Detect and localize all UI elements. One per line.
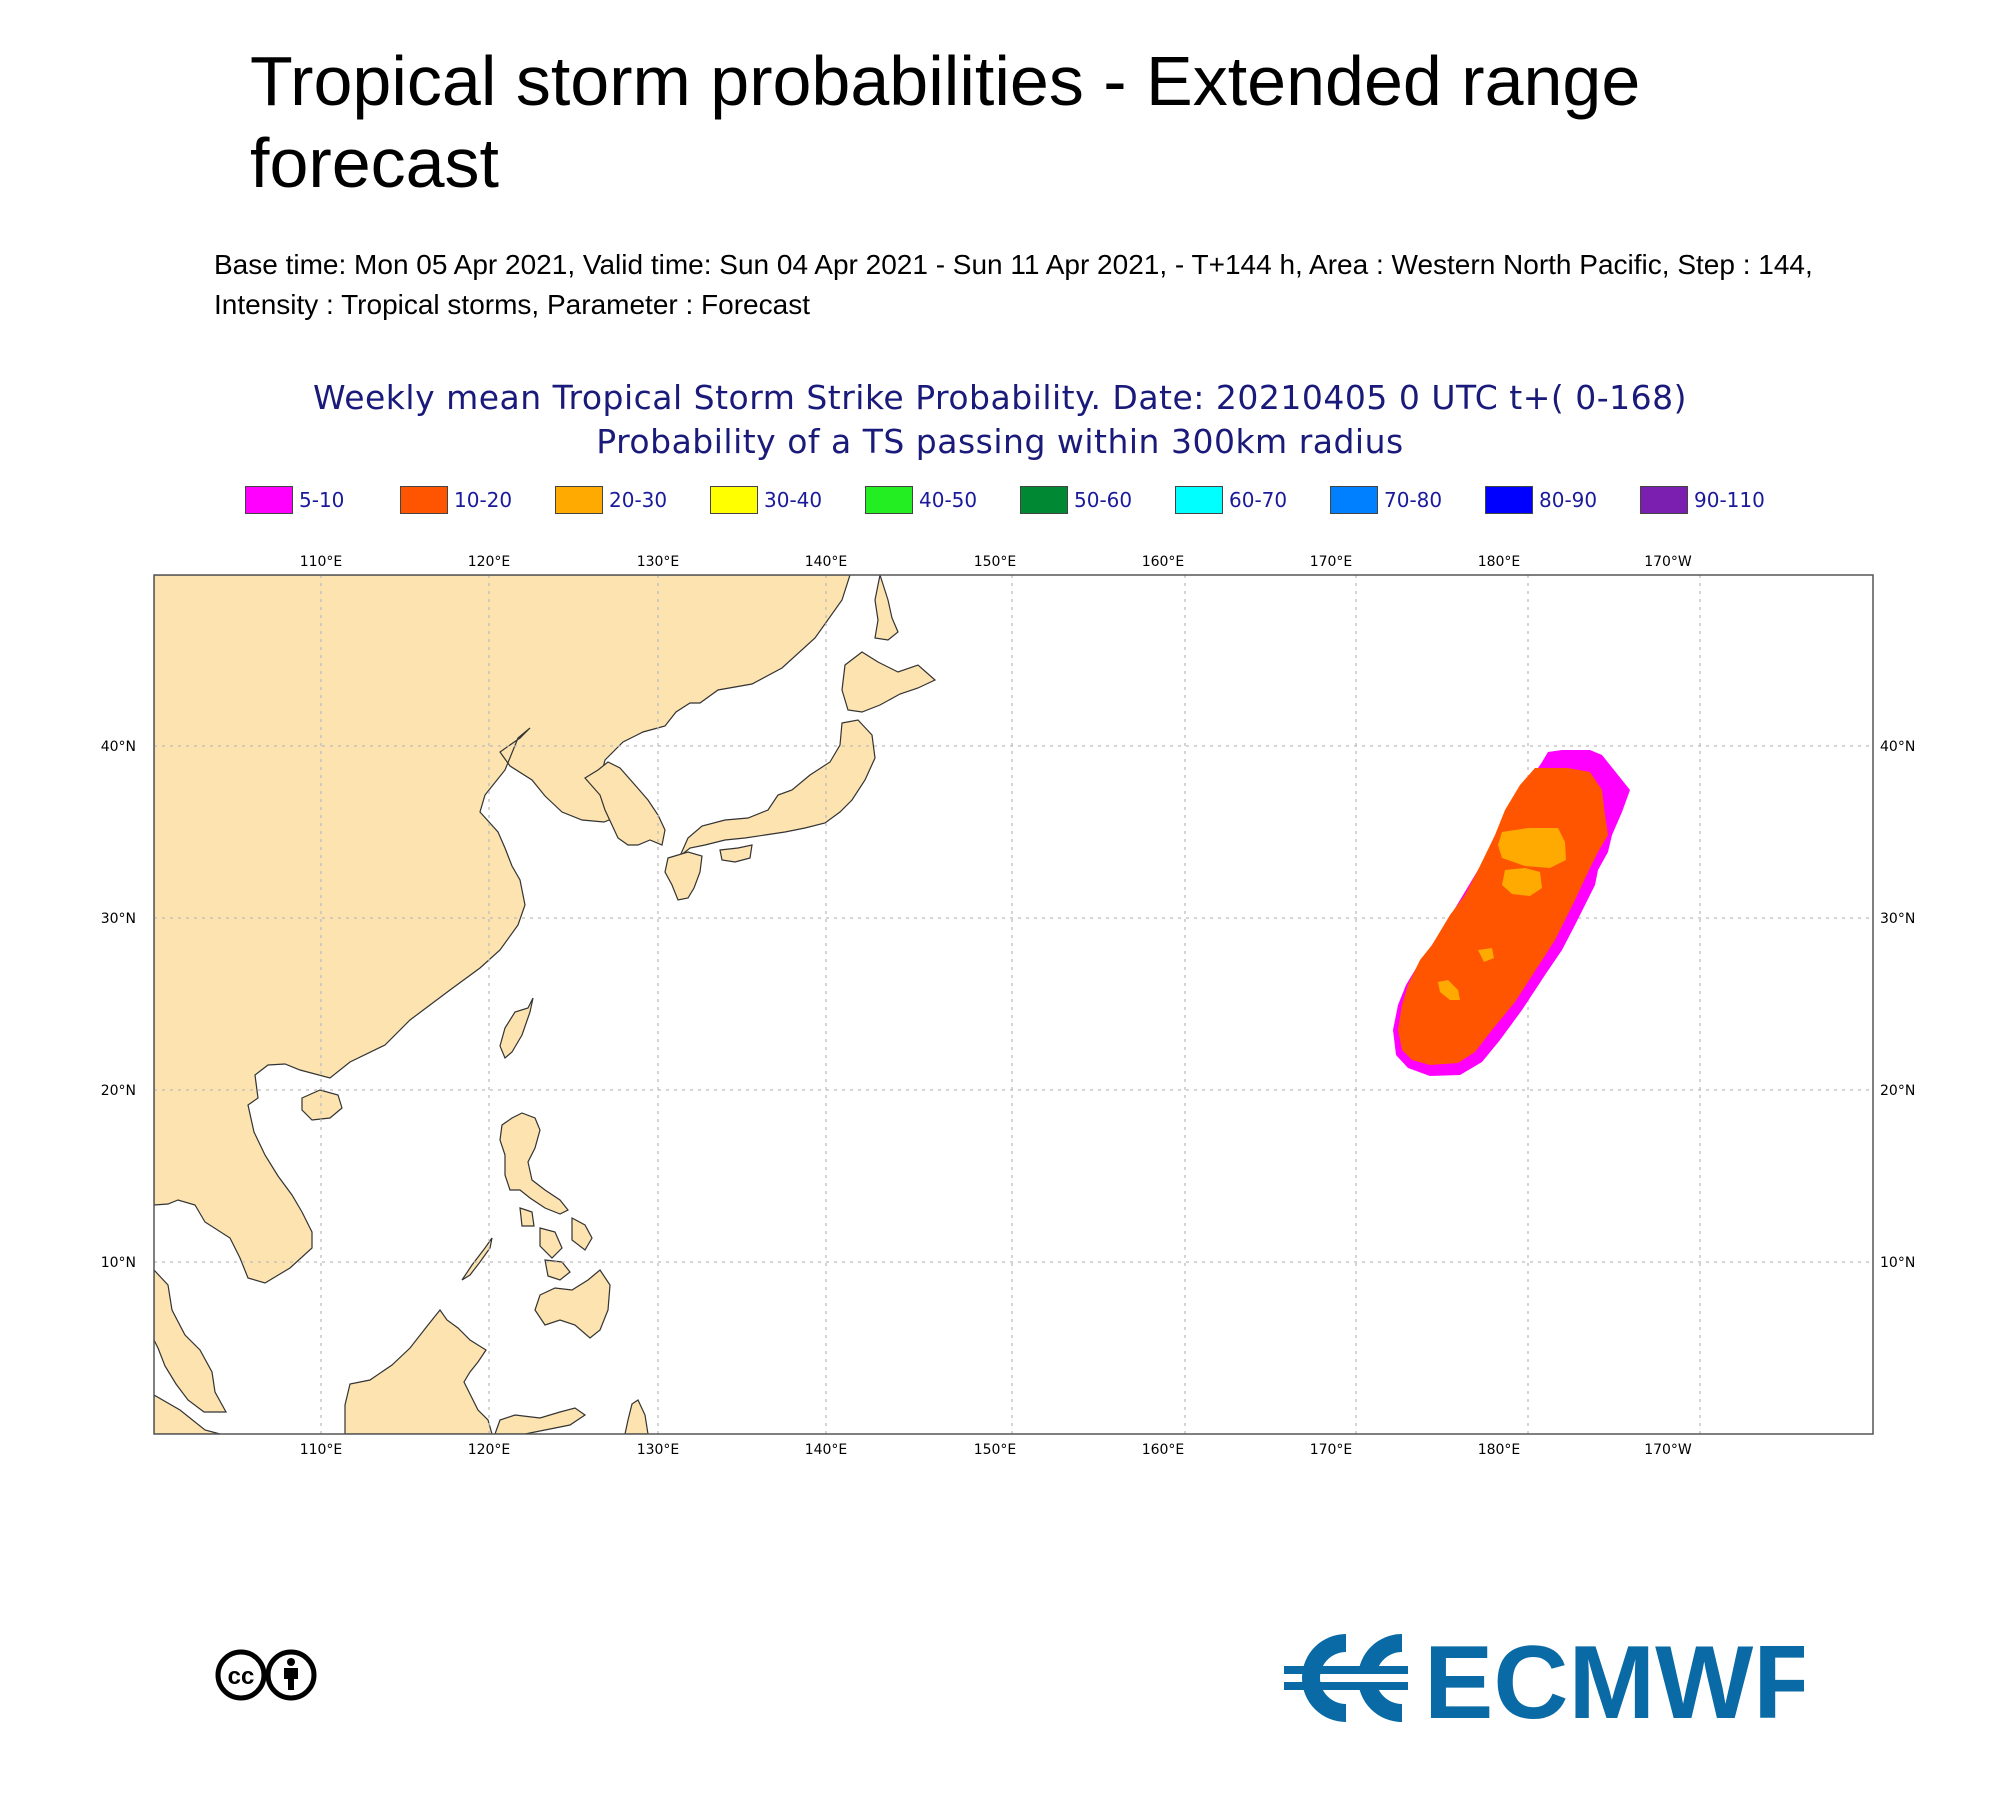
land-hokkaido	[841, 651, 937, 713]
legend-item: 70-80	[1330, 485, 1442, 515]
lat-label-left: 10°N	[101, 1255, 136, 1271]
legend-swatch	[1640, 486, 1688, 514]
legend-swatch	[1175, 486, 1223, 514]
legend-item: 80-90	[1485, 485, 1597, 515]
land-masses	[154, 575, 937, 1434]
lon-label-bottom: 180°E	[1478, 1442, 1521, 1458]
lon-label-bottom: 170°E	[1310, 1442, 1353, 1458]
lon-label-top: 160°E	[1142, 554, 1185, 570]
legend-item: 5-10	[245, 485, 344, 515]
land-halmahera	[624, 1399, 649, 1434]
legend-item: 90-110	[1640, 485, 1765, 515]
land-asia-mainland	[154, 575, 851, 1284]
lat-label-left: 30°N	[101, 911, 136, 927]
prob-20-30-a	[1498, 828, 1566, 868]
legend-swatch	[400, 486, 448, 514]
land-malay-peninsula	[154, 1269, 228, 1413]
legend-label: 60-70	[1229, 488, 1288, 512]
land-korea	[584, 761, 666, 846]
land-visayas	[539, 1227, 563, 1259]
probability-legend: 5-10 10-20 20-30 30-40 40-50 50-60 60-70…	[245, 485, 1805, 519]
land-borneo	[344, 1308, 493, 1434]
prob-20-30-b	[1502, 868, 1542, 896]
land-honshu	[679, 719, 876, 857]
land-luzon	[499, 1112, 569, 1215]
lat-label-left: 20°N	[101, 1083, 136, 1099]
map-subheading: Probability of a TS passing within 300km…	[596, 422, 1404, 461]
land-sakhalin	[874, 575, 899, 641]
legend-label: 70-80	[1384, 488, 1443, 512]
land-hainan	[301, 1089, 343, 1121]
axis-labels: 110°E 120°E 130°E 140°E 150°E 160°E 170°…	[101, 554, 1916, 1458]
legend-label: 40-50	[919, 488, 978, 512]
legend-swatch	[1330, 486, 1378, 514]
lon-label-bottom: 140°E	[805, 1442, 848, 1458]
land-taiwan	[499, 997, 534, 1059]
lon-label-top: 180°E	[1478, 554, 1521, 570]
lon-label-top: 130°E	[637, 554, 680, 570]
legend-label: 20-30	[609, 488, 668, 512]
legend-label: 10-20	[454, 488, 513, 512]
lon-label-top: 170°E	[1310, 554, 1353, 570]
land-shikoku	[719, 844, 753, 863]
legend-item: 50-60	[1020, 485, 1132, 515]
legend-swatch	[555, 486, 603, 514]
lon-label-bottom: 110°E	[300, 1442, 343, 1458]
map-frame	[153, 574, 1874, 1435]
lon-label-top: 120°E	[468, 554, 511, 570]
legend-label: 5-10	[299, 488, 345, 512]
lat-label-right: 30°N	[1880, 911, 1915, 927]
land-sumatra-edge	[154, 1394, 221, 1434]
legend-swatch	[1020, 486, 1068, 514]
page-title: Tropical storm probabilities - Extended …	[250, 42, 1641, 202]
prob-20-30-c	[1478, 948, 1494, 962]
ecmwf-emblem-icon	[1284, 1634, 1408, 1722]
ecmwf-logo: ECMWF	[1284, 1630, 1804, 1726]
legend-swatch	[865, 486, 913, 514]
land-islands-south	[494, 1407, 587, 1434]
legend-label: 80-90	[1539, 488, 1598, 512]
land-kyushu	[664, 851, 703, 901]
legend-swatch	[710, 486, 758, 514]
legend-swatch	[1485, 486, 1533, 514]
legend-item: 30-40	[710, 485, 822, 515]
lon-label-bottom: 170°W	[1644, 1442, 1692, 1458]
lat-label-right: 10°N	[1880, 1255, 1915, 1271]
land-mindanao	[534, 1269, 611, 1339]
lon-label-top: 150°E	[974, 554, 1017, 570]
lon-label-top: 170°W	[1644, 554, 1692, 570]
lat-label-right: 20°N	[1880, 1083, 1915, 1099]
land-panay-negros	[544, 1259, 571, 1281]
land-mindoro	[519, 1207, 535, 1227]
lat-label-right: 40°N	[1880, 739, 1915, 755]
forecast-metadata: Base time: Mon 05 Apr 2021, Valid time: …	[214, 249, 1813, 320]
legend-item: 20-30	[555, 485, 667, 515]
land-samar	[571, 1216, 593, 1251]
lon-label-bottom: 120°E	[468, 1442, 511, 1458]
lon-label-bottom: 160°E	[1142, 1442, 1185, 1458]
legend-item: 40-50	[865, 485, 977, 515]
legend-label: 90-110	[1694, 488, 1765, 512]
cc-icon	[215, 1649, 267, 1701]
legend-swatch	[245, 486, 293, 514]
lon-label-bottom: 150°E	[974, 1442, 1017, 1458]
lon-label-top: 110°E	[300, 554, 343, 570]
lon-label-bottom: 130°E	[637, 1442, 680, 1458]
legend-label: 30-40	[764, 488, 823, 512]
legend-label: 50-60	[1074, 488, 1133, 512]
graticule	[154, 575, 1873, 1434]
ecmwf-wordmark: ECMWF	[1424, 1630, 1804, 1726]
lat-label-left: 40°N	[101, 739, 136, 755]
prob-20-30-d	[1438, 980, 1460, 1000]
probability-contours	[1393, 750, 1630, 1076]
land-palawan	[461, 1237, 493, 1281]
cc-text: cc	[228, 1663, 255, 1690]
legend-item: 60-70	[1175, 485, 1287, 515]
map-heading: Weekly mean Tropical Storm Strike Probab…	[313, 378, 1687, 417]
legend-item: 10-20	[400, 485, 512, 515]
lon-label-top: 140°E	[805, 554, 848, 570]
creative-commons-logo: cc	[215, 1649, 317, 1701]
